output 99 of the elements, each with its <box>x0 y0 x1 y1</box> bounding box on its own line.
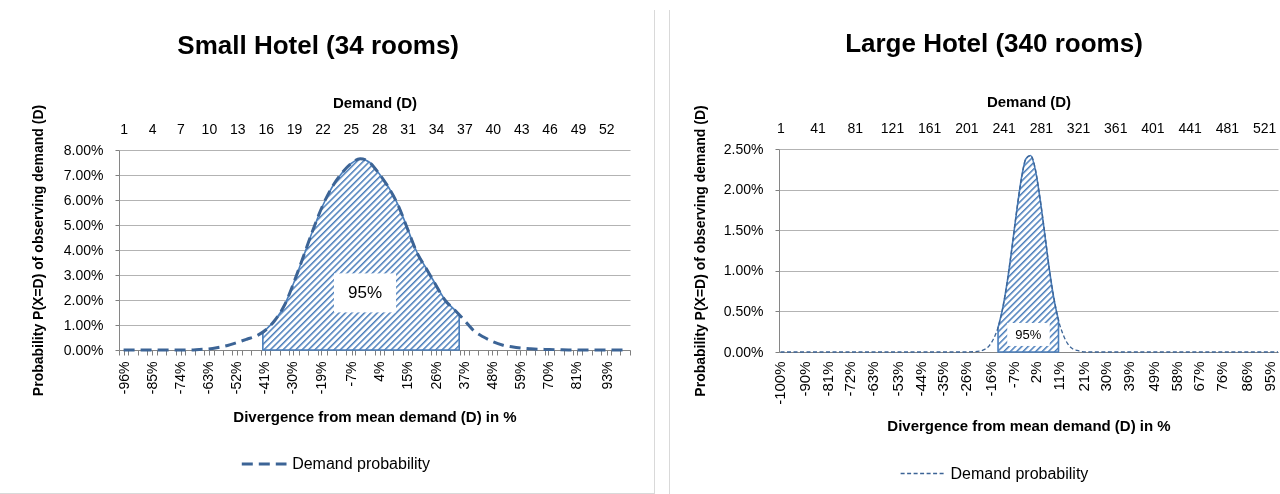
x2-tick-label: 49 <box>570 120 587 137</box>
x-tick-label: -53% <box>889 361 907 397</box>
x2-axis-title: Demand (D) <box>332 93 418 111</box>
y-tick-label: 1.00% <box>723 262 764 279</box>
x2-tick-label: 7 <box>177 120 186 137</box>
x-tick-label: 21% <box>1074 361 1092 392</box>
x2-tick-label: 1 <box>777 119 785 136</box>
y-axis-title: Probability P(X=D) of observing demand (D) <box>691 105 708 397</box>
x2-tick-label: 16 <box>258 120 275 137</box>
x-tick-label: 37% <box>455 361 472 390</box>
legend-label: Demand probability <box>950 464 1089 482</box>
x-tick-label: -74% <box>172 361 189 395</box>
x-tick-label: -7% <box>1004 361 1022 389</box>
x-tick-label: -81% <box>818 361 836 397</box>
x2-tick-label: 22 <box>315 120 331 137</box>
x2-tick-label: 361 <box>1104 119 1128 136</box>
y-tick-label: 8.00% <box>63 141 104 158</box>
x2-tick-label: 1 <box>120 120 129 137</box>
x-tick-label: 4% <box>371 361 388 382</box>
chart-title: Large Hotel (340 rooms) <box>845 28 1143 58</box>
y-tick-label: 1.50% <box>723 221 764 238</box>
x-tick-label: -90% <box>796 361 814 397</box>
x-tick-label: -19% <box>312 361 329 395</box>
x2-tick-label: 161 <box>918 119 942 136</box>
x2-tick-label: 321 <box>1066 119 1091 136</box>
x-tick-label: 81% <box>568 361 585 390</box>
x-tick-label: 30% <box>1097 361 1115 392</box>
x-tick-label: 48% <box>483 361 500 390</box>
x-tick-label: -7% <box>343 361 360 387</box>
x-tick-label: 26% <box>427 361 444 390</box>
annotation: 95% <box>348 283 383 303</box>
chart-title: Small Hotel (34 rooms) <box>177 30 460 60</box>
x-tick-label: 11% <box>1049 361 1067 391</box>
x-tick-label: -100% <box>771 361 788 405</box>
x-tick-label: -30% <box>284 361 301 395</box>
x2-tick-label: 81 <box>847 119 864 136</box>
y-tick-label: 0.00% <box>723 343 764 360</box>
x-tick-label: -85% <box>143 361 160 395</box>
legend-label: Demand probability <box>292 455 431 472</box>
x-axis-title: Divergence from mean demand (D) in % <box>887 416 1171 434</box>
x-tick-label: 95% <box>1260 361 1278 392</box>
x-tick-label: -63% <box>200 361 217 395</box>
y-tick-label: 2.50% <box>723 140 764 157</box>
x2-tick-label: 241 <box>992 119 1017 136</box>
x2-tick-label: 521 <box>1252 119 1277 136</box>
x2-tick-label: 201 <box>955 119 979 136</box>
x-tick-label: 59% <box>511 361 528 390</box>
x-tick-label: -35% <box>934 361 952 397</box>
x-tick-label: -63% <box>863 361 881 397</box>
x2-tick-label: 481 <box>1215 119 1240 136</box>
x-tick-label: -41% <box>256 361 273 395</box>
annotation: 95% <box>1015 326 1042 342</box>
x2-tick-label: 41 <box>810 119 827 136</box>
y-tick-label: 0.50% <box>723 302 764 319</box>
y-axis-title: Probability P(X=D) of observing demand (D) <box>29 104 46 397</box>
x-tick-label: 2% <box>1027 361 1045 384</box>
y-tick-label: 6.00% <box>63 191 104 208</box>
x-tick-label: -44% <box>911 361 929 397</box>
x2-tick-label: 121 <box>880 119 905 136</box>
x-tick-label: -52% <box>228 361 245 395</box>
x-tick-label: -26% <box>956 361 974 397</box>
y-tick-label: 5.00% <box>63 216 104 233</box>
y-tick-label: 3.00% <box>63 266 104 283</box>
x2-tick-label: 46 <box>542 120 559 137</box>
x-tick-label: 86% <box>1238 361 1256 392</box>
y-tick-label: 2.00% <box>723 181 764 198</box>
x-tick-label: 58% <box>1167 361 1185 392</box>
x2-tick-label: 52 <box>599 120 615 137</box>
x2-axis-title: Demand (D) <box>986 92 1072 110</box>
x2-tick-label: 441 <box>1178 119 1203 136</box>
x2-tick-label: 31 <box>400 120 417 137</box>
x2-tick-label: 43 <box>513 120 530 137</box>
x2-tick-label: 401 <box>1141 119 1165 136</box>
x-tick-label: 49% <box>1145 361 1163 392</box>
x-tick-label: 76% <box>1213 361 1230 392</box>
x-tick-label: -16% <box>981 361 999 397</box>
y-tick-label: 1.00% <box>63 316 104 333</box>
x-axis-title: Divergence from mean demand (D) in % <box>233 408 517 426</box>
x-tick-label: -72% <box>841 361 859 397</box>
x2-tick-label: 4 <box>148 120 157 137</box>
x2-tick-label: 40 <box>485 120 502 137</box>
x-tick-label: -96% <box>115 361 132 395</box>
x2-tick-label: 10 <box>201 120 218 137</box>
x-tick-label: 67% <box>1190 361 1208 392</box>
x2-tick-label: 19 <box>286 120 303 137</box>
y-tick-label: 4.00% <box>63 241 104 258</box>
x-tick-label: 93% <box>598 361 615 390</box>
y-tick-label: 0.00% <box>63 341 104 358</box>
x-tick-label: 70% <box>540 361 556 390</box>
x2-tick-label: 13 <box>230 120 246 137</box>
x-tick-label: 15% <box>399 361 416 390</box>
x2-tick-label: 25 <box>343 120 360 137</box>
x2-tick-label: 28 <box>371 120 388 137</box>
x2-tick-label: 281 <box>1029 119 1054 136</box>
y-tick-label: 7.00% <box>63 166 104 183</box>
y-tick-label: 2.00% <box>63 291 104 308</box>
x-tick-label: 39% <box>1120 361 1138 392</box>
x2-tick-label: 34 <box>428 120 445 137</box>
x2-tick-label: 37 <box>457 120 473 137</box>
